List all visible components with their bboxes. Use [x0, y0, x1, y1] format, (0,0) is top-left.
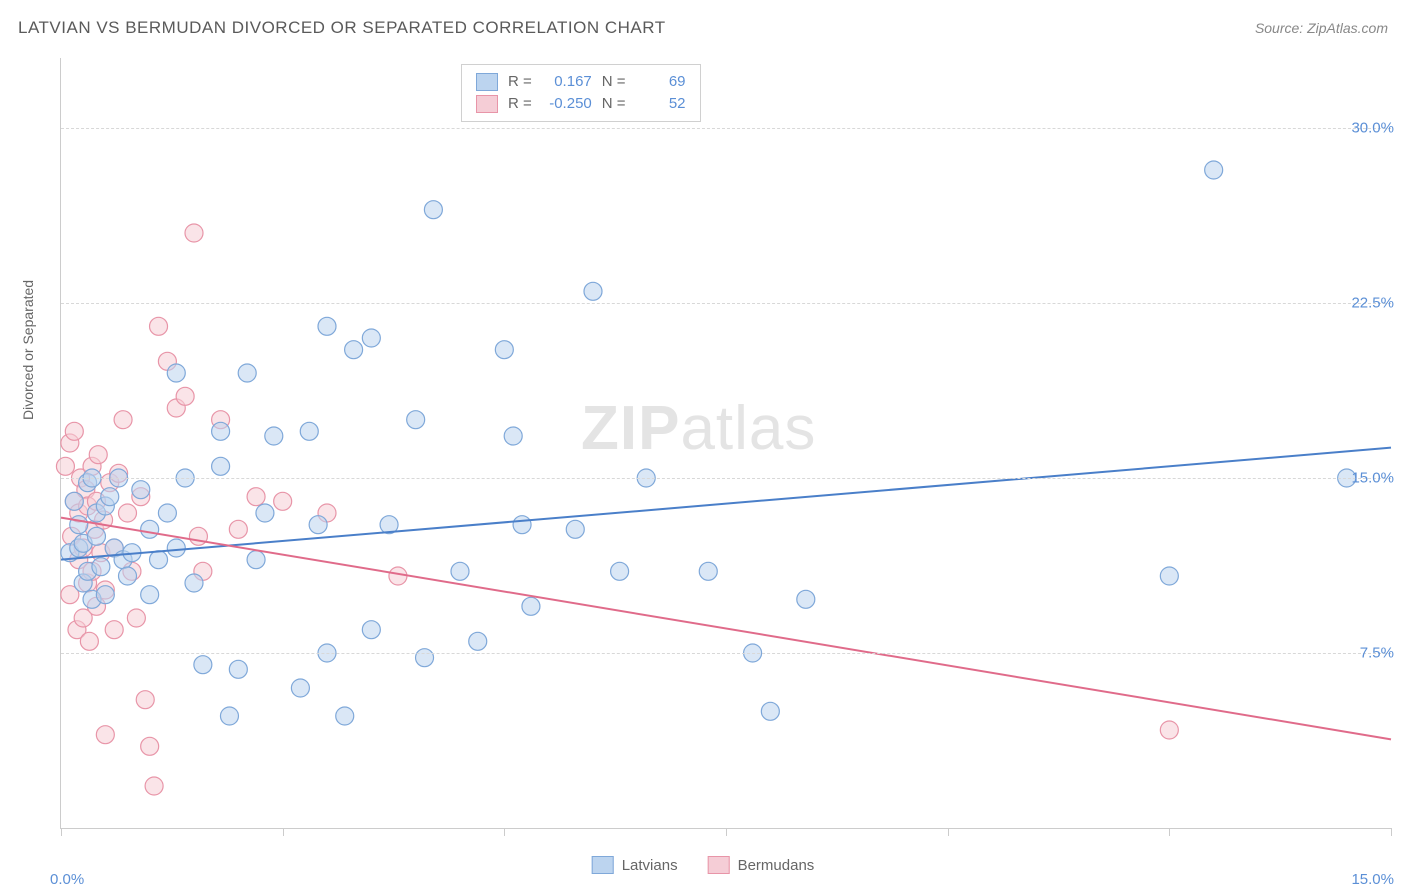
source-attribution: Source: ZipAtlas.com — [1255, 20, 1388, 36]
legend-label-bermudans: Bermudans — [738, 857, 815, 874]
data-point — [274, 492, 292, 510]
data-point — [362, 621, 380, 639]
data-point — [504, 427, 522, 445]
data-point — [65, 492, 83, 510]
data-point — [416, 649, 434, 667]
chart-title: LATVIAN VS BERMUDAN DIVORCED OR SEPARATE… — [18, 18, 666, 38]
data-point — [1160, 721, 1178, 739]
data-point — [389, 567, 407, 585]
data-point — [309, 516, 327, 534]
y-axis-label: Divorced or Separated — [20, 280, 36, 420]
data-point — [185, 574, 203, 592]
legend-swatch-bermudans — [708, 856, 730, 874]
data-point — [1160, 567, 1178, 585]
data-point — [212, 457, 230, 475]
data-point — [145, 777, 163, 795]
data-point — [70, 516, 88, 534]
data-point — [136, 691, 154, 709]
series-legend: Latvians Bermudans — [592, 856, 815, 874]
data-point — [101, 488, 119, 506]
data-point — [56, 457, 74, 475]
data-point — [229, 660, 247, 678]
data-point — [167, 539, 185, 557]
data-point — [318, 317, 336, 335]
data-point — [611, 562, 629, 580]
data-point — [797, 590, 815, 608]
swatch-latvians — [476, 73, 498, 91]
r-value-latvians: 0.167 — [542, 71, 592, 93]
data-point — [584, 282, 602, 300]
data-point — [150, 551, 168, 569]
data-point — [336, 707, 354, 725]
data-point — [362, 329, 380, 347]
data-point — [212, 422, 230, 440]
swatch-bermudans — [476, 95, 498, 113]
data-point — [158, 504, 176, 522]
correlation-legend: R = 0.167 N = 69 R = -0.250 N = 52 — [461, 64, 701, 122]
y-tick-label: 30.0% — [1351, 120, 1394, 137]
chart-svg — [61, 58, 1391, 828]
data-point — [247, 488, 265, 506]
data-point — [291, 679, 309, 697]
data-point — [141, 586, 159, 604]
data-point — [96, 726, 114, 744]
data-point — [513, 516, 531, 534]
plot-area: ZIPatlas R = 0.167 N = 69 R = -0.250 N =… — [60, 58, 1391, 829]
data-point — [566, 520, 584, 538]
data-point — [185, 224, 203, 242]
data-point — [699, 562, 717, 580]
data-point — [176, 387, 194, 405]
data-point — [407, 411, 425, 429]
data-point — [141, 737, 159, 755]
data-point — [127, 609, 145, 627]
data-point — [238, 364, 256, 382]
data-point — [424, 201, 442, 219]
data-point — [114, 411, 132, 429]
data-point — [345, 341, 363, 359]
data-point — [96, 586, 114, 604]
data-point — [469, 632, 487, 650]
n-value-bermudans: 52 — [636, 93, 686, 115]
data-point — [194, 656, 212, 674]
legend-label-latvians: Latvians — [622, 857, 678, 874]
x-axis-min-label: 0.0% — [50, 871, 84, 888]
data-point — [451, 562, 469, 580]
data-point — [220, 707, 238, 725]
data-point — [150, 317, 168, 335]
data-point — [1205, 161, 1223, 179]
data-point — [119, 567, 137, 585]
data-point — [89, 446, 107, 464]
r-value-bermudans: -0.250 — [542, 93, 592, 115]
data-point — [87, 527, 105, 545]
trend-line — [61, 518, 1391, 740]
y-tick-label: 15.0% — [1351, 470, 1394, 487]
data-point — [105, 621, 123, 639]
data-point — [119, 504, 137, 522]
data-point — [761, 702, 779, 720]
data-point — [80, 632, 98, 650]
data-point — [92, 558, 110, 576]
data-point — [300, 422, 318, 440]
y-tick-label: 22.5% — [1351, 295, 1394, 312]
data-point — [141, 520, 159, 538]
data-point — [132, 481, 150, 499]
data-point — [229, 520, 247, 538]
x-axis-max-label: 15.0% — [1351, 871, 1394, 888]
n-value-latvians: 69 — [636, 71, 686, 93]
data-point — [247, 551, 265, 569]
y-tick-label: 7.5% — [1360, 645, 1394, 662]
data-point — [522, 597, 540, 615]
data-point — [256, 504, 274, 522]
data-point — [495, 341, 513, 359]
data-point — [265, 427, 283, 445]
legend-swatch-latvians — [592, 856, 614, 874]
data-point — [65, 422, 83, 440]
data-point — [167, 364, 185, 382]
